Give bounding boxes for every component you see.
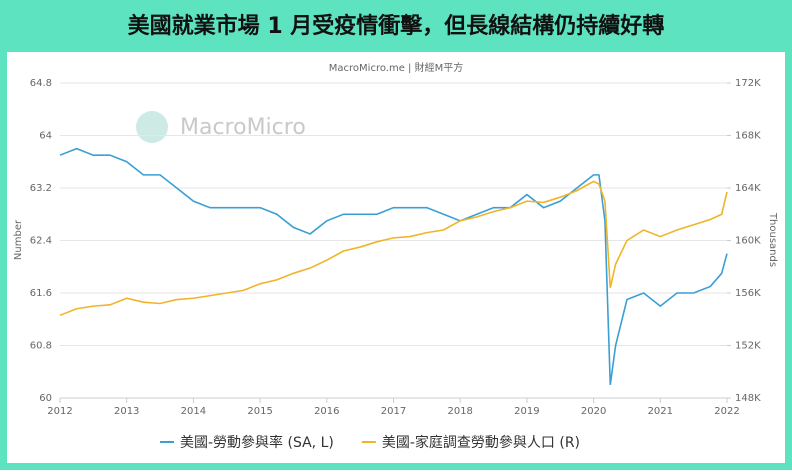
- y-tick-label: 61.6: [30, 288, 52, 299]
- x-tick-label: 2022: [714, 406, 739, 417]
- watermark: MacroMicro: [180, 115, 306, 140]
- x-tick-label: 2018: [447, 406, 472, 417]
- x-tick-label: 2013: [114, 406, 139, 417]
- y-axis-label: Number: [13, 219, 24, 260]
- x-tick-label: 2016: [314, 406, 339, 417]
- y-tick-label: 60: [39, 393, 52, 404]
- x-tick-label: 2019: [514, 406, 539, 417]
- y2-tick-label: 164K: [735, 183, 761, 194]
- x-tick-label: 2017: [381, 406, 406, 417]
- x-tick-label: 2020: [581, 406, 606, 417]
- y2-tick-label: 168K: [735, 131, 761, 142]
- x-tick-label: 2012: [47, 406, 72, 417]
- legend-label: 美國-家庭調查勞動參與人口 (R): [382, 434, 580, 451]
- y-tick-label: 64: [39, 131, 52, 142]
- legend-label: 美國-勞動參與率 (SA, L): [180, 434, 334, 451]
- y-tick-label: 64.8: [30, 78, 52, 89]
- y-tick-label: 60.8: [30, 341, 52, 352]
- x-tick-label: 2014: [181, 406, 206, 417]
- plot-panel: [7, 52, 785, 463]
- x-tick-label: 2021: [648, 406, 673, 417]
- y-tick-label: 63.2: [30, 183, 52, 194]
- y2-tick-label: 156K: [735, 288, 761, 299]
- series-line: [59, 180, 728, 317]
- subtitle: MacroMicro.me | 財經M平方: [329, 61, 463, 74]
- watermark-icon: [136, 111, 168, 143]
- y2-tick-label: 172K: [735, 78, 761, 89]
- y2-tick-label: 160K: [735, 236, 761, 247]
- y2-tick-label: 148K: [735, 393, 761, 404]
- chart-title: 美國就業市場 1 月受疫情衝擊，但長線結構仍持續好轉: [128, 13, 665, 39]
- x-tick-label: 2015: [247, 406, 272, 417]
- y2-tick-label: 152K: [735, 341, 761, 352]
- y-tick-label: 62.4: [30, 236, 52, 247]
- series-line: [59, 147, 728, 385]
- y2-axis-label: Thousands: [767, 212, 778, 267]
